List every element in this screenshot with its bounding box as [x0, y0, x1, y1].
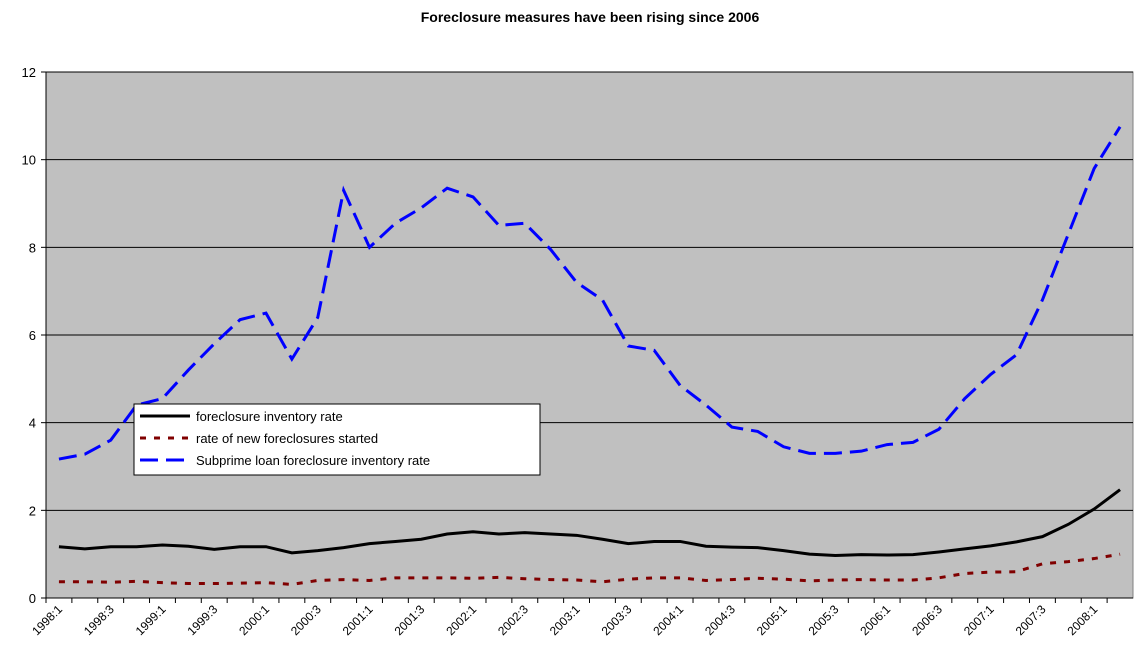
legend-label: foreclosure inventory rate — [196, 409, 343, 424]
y-tick-label: 6 — [29, 328, 36, 343]
x-tick-label: 2004:3 — [702, 602, 738, 638]
legend-label: rate of new foreclosures started — [196, 431, 378, 446]
series-line — [58, 552, 1121, 586]
x-tick-label: 2007:1 — [961, 602, 997, 638]
x-tick-label: 2001:1 — [340, 602, 376, 638]
y-tick-label: 8 — [29, 240, 36, 255]
y-tick-label: 12 — [22, 65, 36, 80]
legend-label: Subprime loan foreclosure inventory rate — [196, 453, 430, 468]
x-tick-label: 2005:1 — [754, 602, 790, 638]
chart-title: Foreclosure measures have been rising si… — [421, 9, 760, 25]
x-tick-label: 2000:3 — [288, 602, 324, 638]
x-tick-label: 2005:3 — [806, 602, 842, 638]
x-tick-label: 2003:1 — [547, 602, 583, 638]
x-tick-label: 2000:1 — [236, 602, 272, 638]
x-tick-label: 1999:1 — [133, 602, 169, 638]
x-tick-label: 2006:1 — [857, 602, 893, 638]
x-tick-label: 2002:3 — [495, 602, 531, 638]
x-tick-label: 1998:3 — [81, 602, 117, 638]
legend: foreclosure inventory rate rate of new fo… — [133, 403, 541, 476]
series-line — [58, 126, 1122, 461]
x-tick-label: 2007:3 — [1013, 602, 1049, 638]
x-tick-label: 2004:1 — [650, 602, 686, 638]
x-tick-label: 1999:3 — [184, 602, 220, 638]
x-tick-label: 2003:3 — [599, 602, 635, 638]
y-tick-label: 0 — [29, 591, 36, 606]
x-tick-label: 2006:3 — [909, 602, 945, 638]
y-tick-label: 2 — [29, 503, 36, 518]
x-tick-label: 2002:1 — [443, 602, 479, 638]
y-tick-label: 10 — [22, 153, 36, 168]
series-line — [58, 488, 1121, 557]
legend-box — [133, 403, 541, 476]
y-tick-label: 4 — [29, 416, 36, 431]
x-tick-label: 2001:3 — [392, 602, 428, 638]
x-tick-label: 2008:1 — [1064, 602, 1100, 638]
x-tick-label: 1998:1 — [29, 602, 65, 638]
